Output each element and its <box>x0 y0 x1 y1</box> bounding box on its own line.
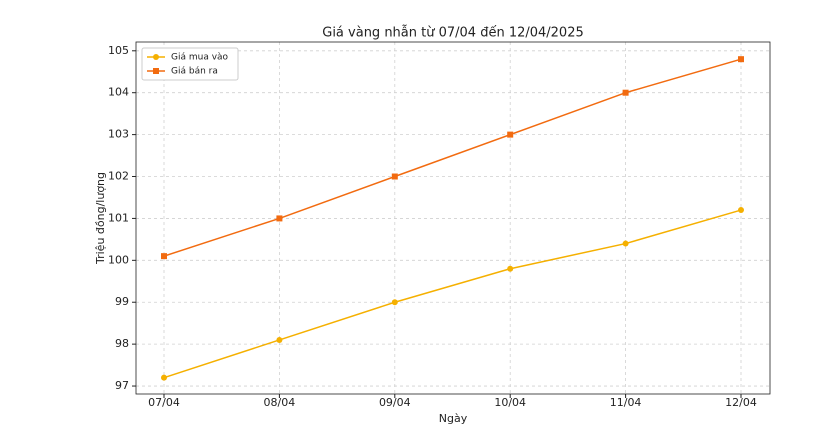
y-tick-label: 105 <box>108 44 129 57</box>
x-tick-label: 11/04 <box>610 396 642 409</box>
data-point <box>507 131 514 138</box>
data-point <box>622 89 629 96</box>
chart-title: Giá vàng nhẫn từ 07/04 đến 12/04/2025 <box>322 26 584 41</box>
x-tick-label: 07/04 <box>148 396 180 409</box>
legend-marker <box>153 68 159 74</box>
y-tick-label: 97 <box>115 379 129 392</box>
x-tick-label: 09/04 <box>379 396 411 409</box>
data-point <box>738 56 744 63</box>
x-axis-label: Ngày <box>439 412 468 425</box>
x-tick-label: 08/04 <box>264 396 296 409</box>
y-tick-label: 100 <box>108 253 129 266</box>
data-point <box>161 374 167 381</box>
y-tick-label: 99 <box>115 295 129 308</box>
y-tick-label: 102 <box>108 170 129 183</box>
y-tick-label: 101 <box>108 211 129 224</box>
plot-frame <box>135 41 771 395</box>
legend-marker <box>153 54 159 60</box>
data-point <box>276 215 283 222</box>
y-tick-label: 104 <box>108 86 129 99</box>
data-point <box>507 265 514 272</box>
data-point <box>276 336 283 343</box>
y-axis-label: Triệu đồng/lượng <box>94 172 107 265</box>
legend-box <box>141 47 239 81</box>
legend-label: Giá bán ra <box>171 67 218 77</box>
data-point <box>738 207 744 214</box>
data-point <box>622 240 629 247</box>
y-tick-label: 103 <box>108 128 129 141</box>
y-tick-label: 98 <box>115 337 129 350</box>
series-line <box>163 209 742 379</box>
data-point <box>391 173 398 180</box>
x-tick-label: 10/04 <box>494 396 526 409</box>
data-point <box>391 299 398 306</box>
series-line <box>163 58 742 257</box>
x-tick-label: 12/04 <box>725 396 757 409</box>
data-point <box>161 253 167 260</box>
legend-label: Giá mua vào <box>171 53 229 63</box>
